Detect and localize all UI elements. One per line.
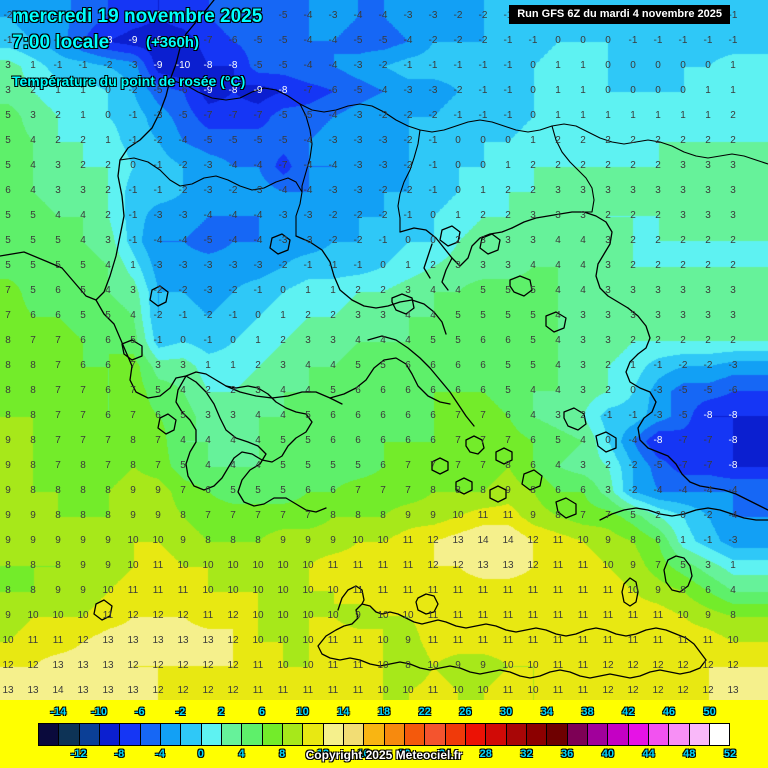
scale-tick-label: 48	[683, 748, 696, 760]
scale-tick-label: 38	[581, 706, 594, 718]
scale-tick-label: 52	[723, 748, 737, 760]
scale-tick-label: 34	[540, 706, 553, 718]
color-swatch	[120, 724, 141, 745]
color-swatch	[526, 724, 548, 745]
scale-tick-label: -6	[134, 706, 145, 718]
copyright-text: Copyright 2025 Meteociel.fr	[305, 748, 463, 762]
scale-tick-label: -10	[91, 706, 107, 718]
color-swatch	[404, 724, 426, 745]
color-scale-legend[interactable]: -14 -10 -6 -2 2 6 10 14 18 22 26 30 34 38 42 46 50 -12 -8…	[0, 700, 768, 768]
model-run-label: Run GFS 6Z du mardi 4 novembre 2025	[509, 5, 730, 24]
scale-tick-label: 8	[279, 748, 286, 760]
color-swatch	[465, 724, 487, 745]
scale-tick-label: 14	[337, 706, 350, 718]
color-swatch	[282, 724, 304, 745]
color-swatch	[79, 724, 100, 745]
color-swatch	[506, 724, 527, 745]
color-swatch	[547, 724, 568, 745]
color-swatch	[384, 724, 405, 745]
scale-tick-label: 24	[438, 748, 452, 760]
scale-tick-label: 0	[197, 748, 204, 760]
color-swatch	[648, 724, 670, 745]
scale-tick-label: 26	[459, 706, 472, 718]
color-swatch	[140, 724, 161, 745]
scale-tick-label: -8	[114, 748, 125, 760]
scale-tick-label: 16	[357, 748, 370, 760]
dewpoint-color-field	[0, 0, 768, 700]
scale-tick-label: 28	[479, 748, 492, 760]
color-swatch	[486, 724, 507, 745]
scale-tick-label: 32	[520, 748, 533, 760]
color-swatch	[99, 724, 121, 745]
scale-tick-label: -14	[50, 706, 67, 718]
color-swatch	[39, 724, 60, 745]
color-swatch	[343, 724, 365, 745]
color-swatch	[425, 724, 446, 745]
color-swatch	[262, 724, 283, 745]
scale-tick-label: 6	[258, 706, 265, 718]
color-swatch	[628, 724, 649, 745]
scale-tick-label: -2	[175, 706, 186, 718]
color-swatch	[364, 724, 385, 745]
color-swatch	[303, 724, 324, 745]
scale-tick-label: -12	[70, 748, 87, 760]
scale-tick-label: 20	[398, 748, 411, 760]
color-swatch	[201, 724, 222, 745]
scale-tick-label: 30	[499, 706, 513, 718]
color-swatch	[669, 724, 690, 745]
color-swatch	[323, 724, 344, 745]
scale-tick-label: -4	[155, 748, 165, 760]
scale-tick-label: 2	[218, 706, 225, 718]
color-swatch	[445, 724, 466, 745]
scale-tick-label: 46	[662, 706, 676, 718]
scale-tick-label: 36	[561, 748, 574, 760]
color-swatch	[160, 724, 182, 745]
color-swatch	[608, 724, 629, 745]
color-swatch	[689, 724, 710, 745]
scale-tick-label: 4	[238, 748, 245, 760]
color-swatch	[587, 724, 609, 745]
scale-tick-label: 42	[622, 706, 635, 718]
scale-tick-label: 12	[316, 748, 330, 760]
scale-tick-label: 50	[703, 706, 716, 718]
color-swatch	[59, 724, 80, 745]
forecast-map[interactable]: -2 -3 -3 -5 -6 -7 -8 -7 -6 -5 -5 -5 -4 -3 -4 -4 -3 -3 -2 -2…	[0, 0, 768, 700]
color-swatch	[567, 724, 588, 745]
color-scale-bar[interactable]	[38, 723, 730, 746]
color-swatch	[242, 724, 263, 745]
color-swatch	[221, 724, 243, 745]
scale-tick-label: 10	[296, 706, 309, 718]
scale-tick-label: 44	[642, 748, 655, 760]
scale-tick-label: 40	[601, 748, 614, 760]
color-swatch	[709, 724, 730, 745]
scale-tick-label: 18	[377, 706, 391, 718]
color-swatch	[181, 724, 202, 745]
scale-tick-label: 22	[418, 706, 431, 718]
